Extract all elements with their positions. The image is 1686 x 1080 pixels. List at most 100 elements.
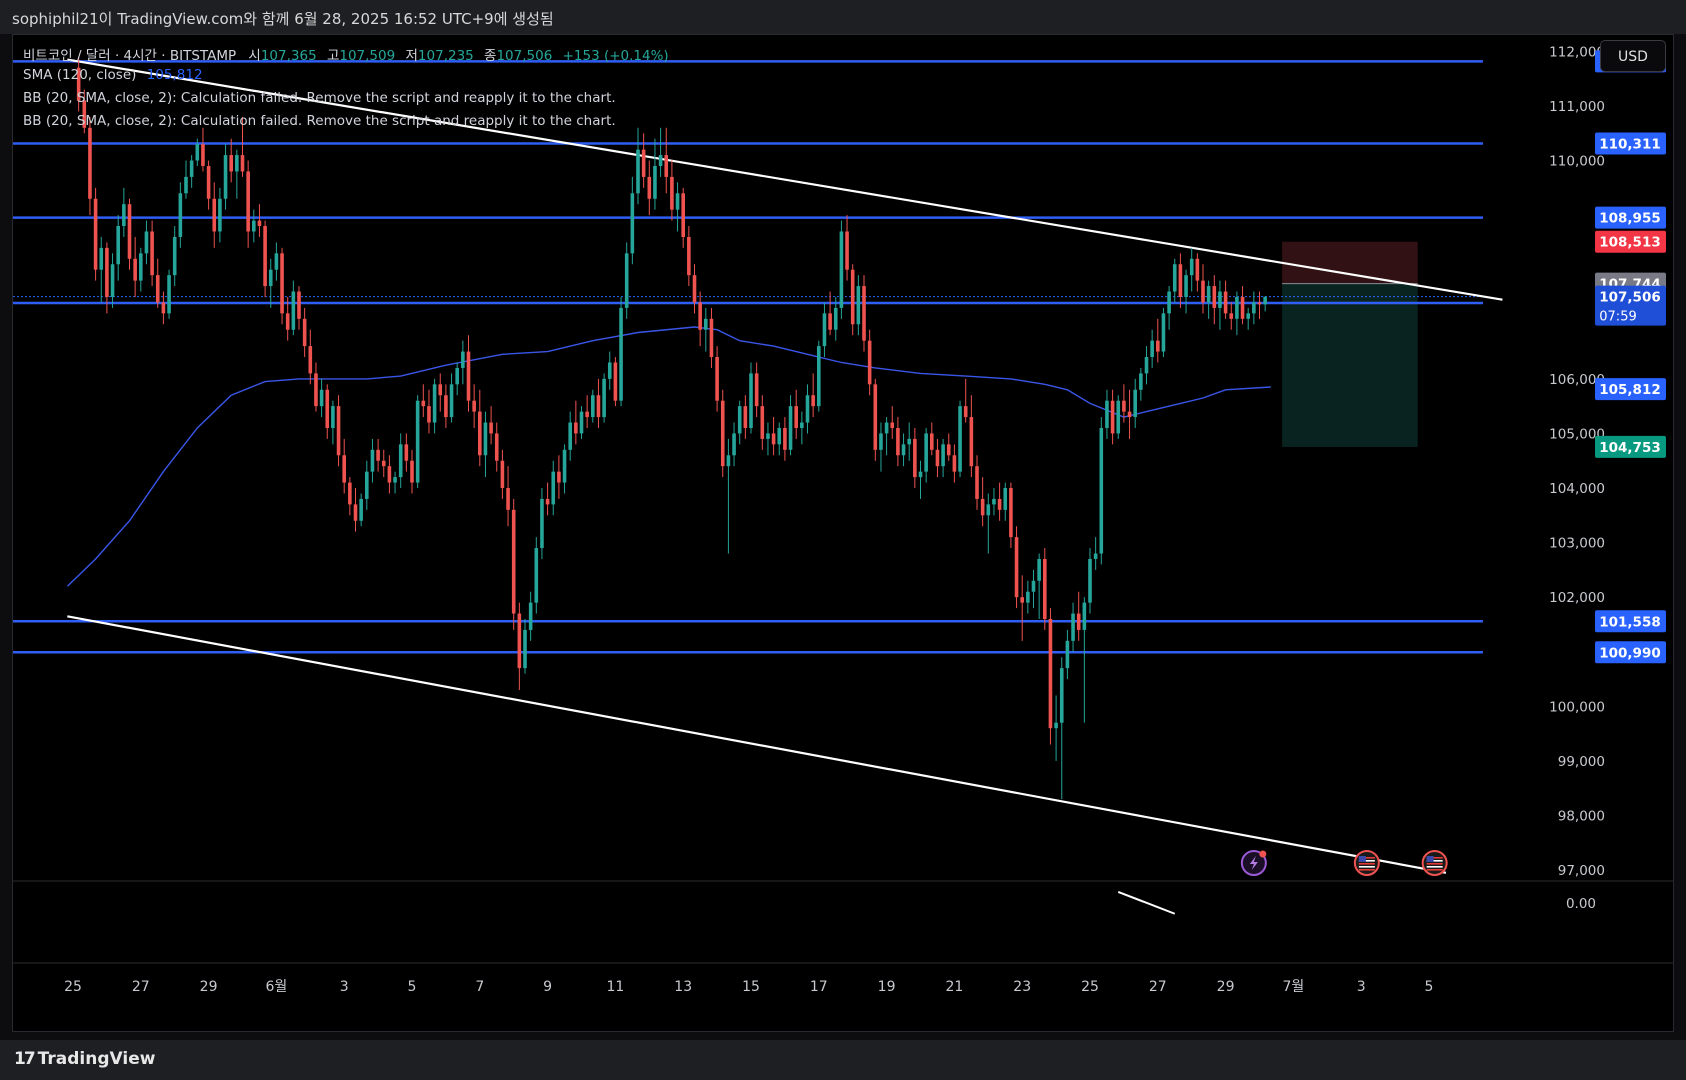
candle-body (636, 149, 640, 194)
price-tag[interactable]: 108,513 (1595, 230, 1666, 253)
candle-body (161, 302, 166, 314)
candle-body (1167, 291, 1171, 314)
currency-button[interactable]: USD (1600, 40, 1666, 72)
flag-stripe (1358, 869, 1375, 871)
candle-body (540, 498, 544, 549)
price-tag-label: 104,753 (1599, 440, 1661, 456)
time-tick-label: 19 (878, 979, 896, 995)
candle-body (726, 455, 731, 467)
candle-body (630, 193, 635, 254)
symbol-name[interactable]: 비트코인 / 달러 · 4시간 · BITSTAMP (23, 48, 237, 64)
time-axis[interactable]: 25 27 29 6월 3 5 7 9 11 13 15 17 19 21 23 25 27 29 7월 3 5 (13, 880, 1673, 995)
flag-stripe (1426, 869, 1443, 871)
candle-body (681, 193, 685, 237)
candle-body (709, 318, 714, 358)
flash-event-icon[interactable] (1240, 850, 1267, 876)
chart-panel[interactable]: 112,000 111,000 110,000 106,000 105,000 104,0… (12, 34, 1674, 1032)
candle-body (1172, 264, 1177, 292)
candle-body (218, 198, 222, 232)
trendline[interactable] (67, 58, 1503, 301)
candle-body (607, 362, 612, 379)
candle-body (562, 449, 567, 483)
price-tag[interactable]: 110,311 (1595, 132, 1666, 155)
candle-body (223, 155, 228, 199)
legend-bb-row-1[interactable]: BB (20, SMA, close, 2): Calculation fail… (23, 90, 616, 106)
event-markers[interactable] (1240, 850, 1448, 876)
candle-body (941, 444, 945, 467)
candle-body (427, 406, 431, 423)
candle-body (1065, 640, 1070, 669)
candle-body (1229, 313, 1234, 319)
candle-body (969, 417, 974, 467)
flag-canton (1358, 856, 1366, 862)
tradingview-logo[interactable]: 17 TradingView (14, 1049, 155, 1069)
price-tag-bg (1595, 206, 1666, 229)
candle-body (110, 264, 115, 297)
price-tick-label: 102,000 (1549, 590, 1605, 606)
trendlines[interactable] (67, 58, 1503, 915)
candle-body (1026, 591, 1030, 603)
position-tool-zones[interactable] (1282, 241, 1418, 447)
high-label: 고 (326, 48, 340, 64)
candle-body (1235, 296, 1239, 319)
candle-body (528, 602, 533, 630)
price-tick-label: 97,000 (1558, 863, 1605, 879)
candle-body (624, 253, 629, 308)
candle-body (359, 498, 363, 521)
legend-bb-row-2[interactable]: BB (20, SMA, close, 2): Calculation fail… (23, 113, 616, 129)
stop-loss-zone[interactable] (1282, 241, 1418, 284)
price-tag-label: 108,513 (1599, 235, 1661, 251)
take-profit-zone[interactable] (1282, 283, 1418, 447)
candle-body (952, 455, 957, 472)
price-tag[interactable]: 105,812 (1595, 378, 1666, 401)
candle-body (201, 144, 205, 166)
candle-body (252, 220, 256, 232)
trendline[interactable] (67, 615, 1447, 874)
candle-body (907, 438, 911, 445)
candle-body (235, 155, 239, 172)
candle-body (342, 455, 346, 483)
price-tag[interactable]: 107,506 07:59 (1595, 285, 1666, 326)
us-flag-icon[interactable] (1421, 850, 1448, 876)
candle-body (675, 193, 680, 210)
candle-body (1127, 411, 1132, 418)
chart-svg[interactable]: 112,000 111,000 110,000 106,000 105,000 104,0… (13, 35, 1673, 1031)
horizontal-levels[interactable] (13, 60, 1483, 654)
candle-body (438, 384, 443, 396)
time-tick-label: 25 (1081, 979, 1099, 995)
candle-body (732, 433, 736, 456)
candle-body (805, 395, 810, 423)
us-flag-icon[interactable] (1353, 850, 1380, 876)
candle-body (980, 498, 985, 516)
candle-body (99, 247, 104, 270)
candle-body (1071, 613, 1075, 641)
candle-body (896, 427, 900, 456)
price-tag[interactable]: 100,990 (1595, 641, 1666, 664)
candle-body (817, 346, 821, 407)
candle-body (415, 400, 420, 483)
price-tag[interactable]: 108,955 (1595, 206, 1666, 229)
price-axis[interactable]: 112,000 111,000 110,000 106,000 105,000 104,0… (1549, 44, 1666, 912)
candle-body (246, 171, 250, 232)
legend-sma-row[interactable]: SMA (120, close) 105,812 (23, 67, 203, 83)
time-tick-label: 25 (64, 979, 82, 995)
candle-body (833, 307, 838, 330)
low-label: 저 (405, 48, 418, 64)
candle-body (517, 613, 522, 669)
candle-body (105, 247, 109, 297)
time-tick-label: 11 (606, 979, 624, 995)
open-label: 시 (248, 48, 261, 64)
candle-body (1189, 258, 1194, 276)
time-tick-label: 27 (1149, 979, 1167, 995)
candle-body (398, 444, 403, 478)
candle-body (1020, 597, 1024, 603)
candle-body (133, 258, 137, 281)
time-tick-label: 13 (674, 979, 692, 995)
time-tick-label: 9 (543, 979, 552, 995)
price-tag[interactable]: 101,558 (1595, 610, 1666, 633)
candle-body (574, 422, 578, 434)
trendline-segment[interactable] (1117, 890, 1176, 915)
change-value: +153 (+0.14%) (562, 48, 669, 64)
candle-body (76, 67, 81, 101)
price-tag[interactable]: 104,753 (1595, 435, 1666, 458)
